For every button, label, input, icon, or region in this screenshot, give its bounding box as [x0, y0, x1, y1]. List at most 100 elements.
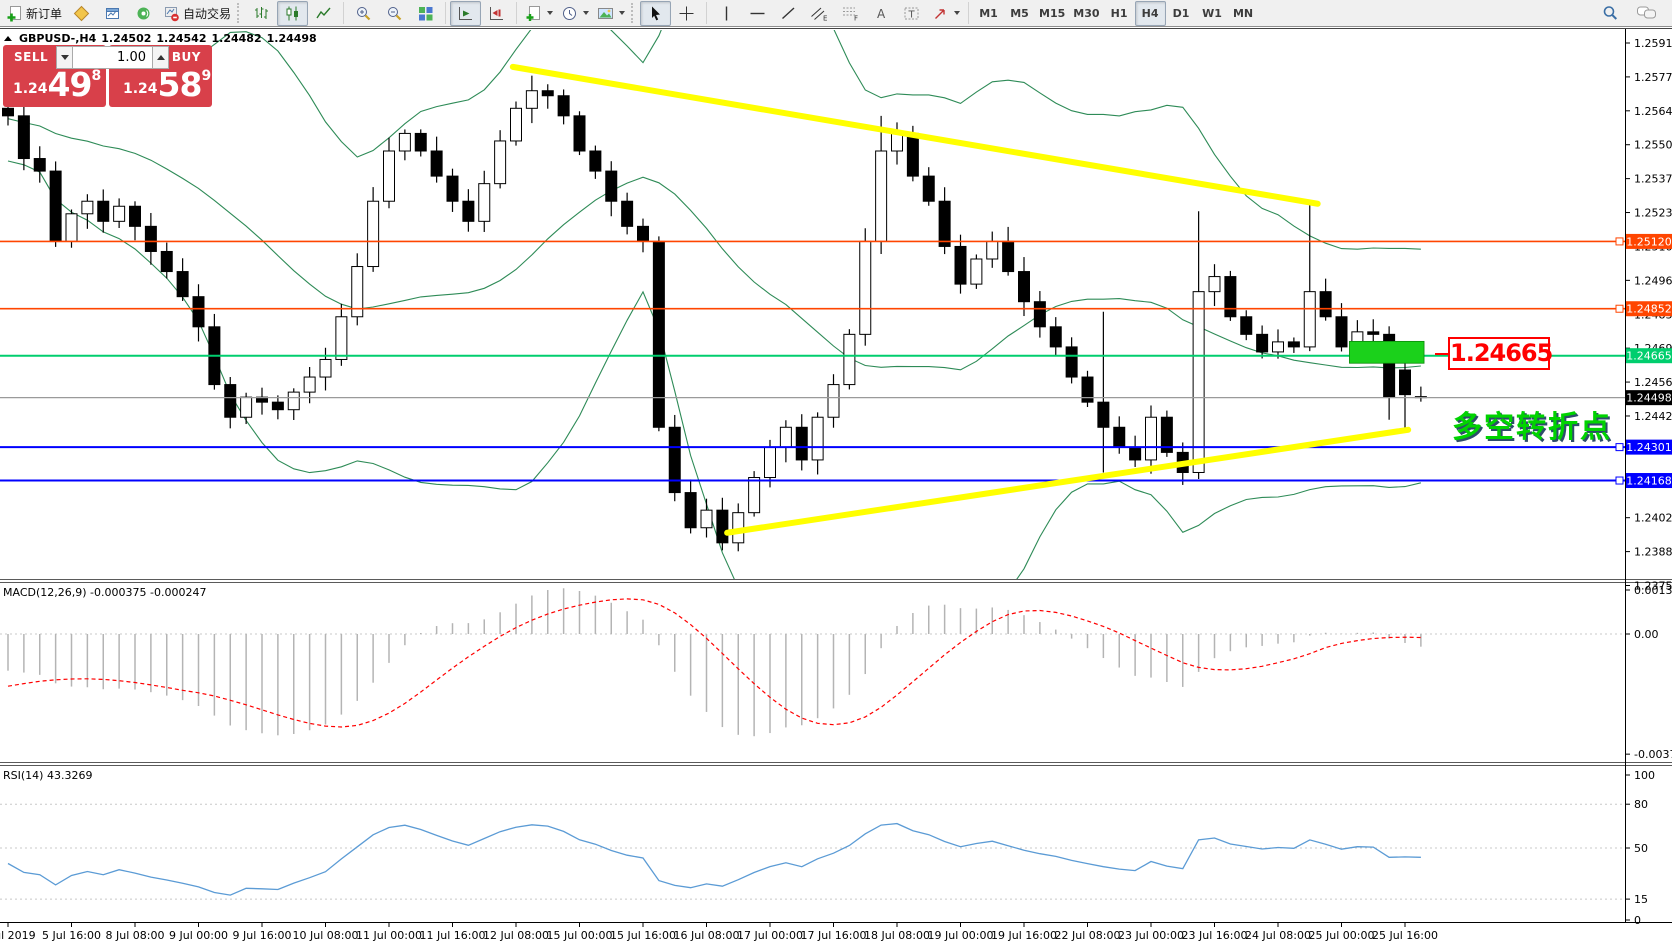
timeframe-m30-button[interactable]: M30	[1069, 1, 1103, 26]
crosshair-icon	[679, 6, 694, 20]
volume-decrease-button[interactable]	[56, 46, 73, 69]
toolbar-separator	[445, 2, 447, 24]
timeframe-m5-button[interactable]: M5	[1004, 1, 1035, 26]
chat-button[interactable]	[1631, 1, 1662, 26]
timeframe-w1-button[interactable]: W1	[1197, 1, 1228, 26]
svg-text:23 Jul 16:00: 23 Jul 16:00	[1182, 929, 1248, 942]
autotrading-button[interactable]: 自动交易	[159, 1, 235, 26]
signals-icon	[137, 7, 150, 19]
volume-increase-button[interactable]	[152, 46, 169, 69]
buy-label: BUY	[171, 50, 201, 64]
collapse-arrow-icon[interactable]	[4, 36, 12, 41]
zoom-out-button[interactable]	[379, 1, 410, 26]
chart-canvas[interactable]: 1.25910 1.25775 1.25640 1.25505 1.25370 1.252…	[0, 28, 1672, 945]
chevron-down-icon	[583, 11, 590, 15]
rsi-name: RSI(14)	[3, 769, 44, 782]
svg-text:19 Jul 16:00: 19 Jul 16:00	[991, 929, 1057, 942]
horizontal-line-tool[interactable]	[742, 1, 773, 26]
trendline-tool[interactable]	[773, 1, 804, 26]
svg-text:1.25505: 1.25505	[1634, 139, 1672, 152]
chevron-down-icon	[547, 11, 554, 15]
arrow-down-icon	[60, 55, 69, 60]
svg-text:25 Jul 00:00: 25 Jul 00:00	[1309, 929, 1375, 942]
signals-button[interactable]	[128, 1, 159, 26]
new-order-button[interactable]: 新订单	[2, 1, 66, 26]
svg-text:9 Jul 16:00: 9 Jul 16:00	[233, 929, 292, 942]
timeframe-mn-button[interactable]: MN	[1228, 1, 1259, 26]
timeframe-h4-button[interactable]: H4	[1134, 0, 1166, 26]
crosshair-tool-button[interactable]	[671, 1, 702, 26]
cursor-tool-button[interactable]	[640, 0, 672, 26]
svg-text:1.25120: 1.25120	[1626, 235, 1672, 248]
bar-chart-button[interactable]	[246, 1, 277, 26]
timeframe-d1-button[interactable]: D1	[1166, 1, 1197, 26]
toolbar-grip	[237, 3, 242, 23]
timeframe-m15-button[interactable]: M15	[1035, 1, 1069, 26]
new-chart-dropdown[interactable]	[521, 1, 557, 26]
arrows-dropdown[interactable]	[928, 1, 964, 26]
svg-text:0.00: 0.00	[1634, 628, 1659, 641]
svg-text:10 Jul 08:00: 10 Jul 08:00	[293, 929, 359, 942]
label-tool[interactable]: T	[897, 1, 928, 26]
volume-stepper	[56, 46, 169, 69]
metaquotes-button[interactable]	[66, 1, 97, 26]
auto-scroll-icon	[459, 6, 473, 20]
arrows-icon	[935, 8, 945, 19]
channel-tool[interactable]: E	[804, 1, 835, 26]
chevron-down-icon	[619, 11, 626, 15]
svg-text:1.24425: 1.24425	[1634, 410, 1672, 423]
fibonacci-tool[interactable]: F	[835, 1, 866, 26]
svg-text:8 Jul 08:00: 8 Jul 08:00	[106, 929, 165, 942]
profiles-dropdown[interactable]	[557, 1, 593, 26]
timeframe-h1-button[interactable]: H1	[1104, 1, 1135, 26]
svg-text:5 Jul 2019: 5 Jul 2019	[0, 929, 36, 942]
line-chart-button[interactable]	[308, 1, 339, 26]
trendline-icon	[782, 6, 795, 19]
autotrading-label: 自动交易	[183, 6, 232, 21]
svg-text:12 Jul 08:00: 12 Jul 08:00	[483, 929, 549, 942]
ohlc-low: 1.24482	[211, 32, 262, 45]
chart-shift-icon	[490, 6, 504, 20]
vertical-line-tool[interactable]	[711, 1, 742, 26]
main-toolbar: 新订单 自动交易	[0, 0, 1672, 27]
auto-scroll-button[interactable]	[450, 0, 482, 26]
symbol-period: GBPUSD-,H4	[19, 32, 97, 45]
svg-text:23 Jul 00:00: 23 Jul 00:00	[1118, 929, 1184, 942]
text-tool[interactable]: A	[866, 1, 897, 26]
timeframe-label: W1	[1202, 6, 1222, 20]
svg-text:E: E	[823, 14, 827, 22]
ohlc-open: 1.24502	[101, 32, 152, 45]
svg-text:1.24020: 1.24020	[1634, 512, 1672, 525]
sell-price: 1.24498	[3, 65, 106, 104]
timeframe-label: M5	[1010, 6, 1029, 20]
sell-label: SELL	[14, 50, 49, 64]
search-button[interactable]	[1594, 1, 1625, 26]
fibonacci-icon: F	[843, 7, 858, 22]
svg-text:1.25640: 1.25640	[1634, 105, 1672, 118]
svg-text:11 Jul 00:00: 11 Jul 00:00	[356, 929, 422, 942]
svg-text:25 Jul 16:00: 25 Jul 16:00	[1372, 929, 1438, 942]
volume-input[interactable]	[73, 46, 152, 69]
macd-name: MACD(12,26,9)	[3, 586, 87, 599]
svg-text:18 Jul 08:00: 18 Jul 08:00	[864, 929, 930, 942]
zoom-in-button[interactable]	[348, 1, 379, 26]
one-click-trading-panel: SELL 1.24498 BUY 1.24589	[3, 45, 212, 107]
svg-text:A: A	[877, 7, 886, 21]
candlestick-chart-button[interactable]	[277, 0, 309, 26]
templates-dropdown[interactable]	[593, 1, 629, 26]
svg-text:80: 80	[1634, 798, 1648, 811]
sell-price-big: 49	[47, 65, 93, 104]
svg-text:15 Jul 16:00: 15 Jul 16:00	[610, 929, 676, 942]
toolbar-separator	[516, 2, 518, 24]
macd-indicator-label: MACD(12,26,9) -0.000375 -0.000247	[3, 586, 206, 599]
chart-title: GBPUSD-,H4 1.24502 1.24542 1.24482 1.244…	[4, 32, 317, 45]
tile-windows-button[interactable]	[410, 1, 441, 26]
chart-window: 1.25910 1.25775 1.25640 1.25505 1.25370 1.252…	[0, 28, 1672, 945]
bar-chart-icon	[255, 6, 269, 19]
timeframe-label: M30	[1073, 6, 1100, 20]
new-window-button[interactable]	[97, 1, 128, 26]
toolbar-separator	[706, 2, 708, 24]
timeframe-m1-button[interactable]: M1	[973, 1, 1004, 26]
zoom-out-icon	[388, 6, 402, 20]
chart-shift-button[interactable]	[481, 1, 512, 26]
